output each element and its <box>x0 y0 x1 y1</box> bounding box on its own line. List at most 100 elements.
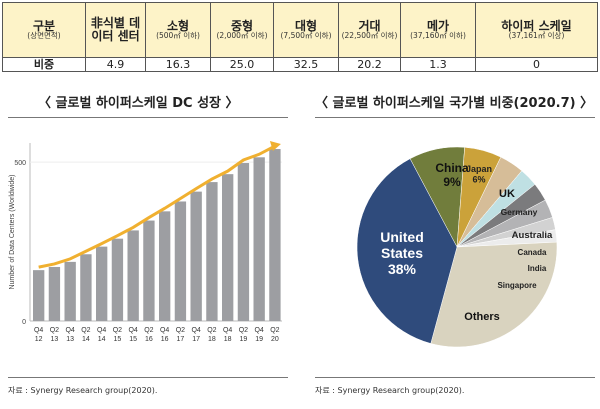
header-cell: 메가 (37,160㎡ 이하) <box>400 2 476 58</box>
slice-label: Germany <box>501 207 538 217</box>
header-sublabel: (37,161㎡ 이상) <box>508 31 565 41</box>
x-tick-label: 12 <box>35 336 43 343</box>
header-cell: 非식별 데이터 센터 <box>85 2 146 58</box>
header-label: 하이퍼 스케일 <box>501 18 572 33</box>
header-sublabel: (500㎡ 이하) <box>156 31 200 41</box>
x-tick-label: 17 <box>192 336 200 343</box>
x-tick-label: 18 <box>208 336 216 343</box>
header-label: 메가 <box>426 18 450 33</box>
x-tick-label: 15 <box>114 336 122 343</box>
x-tick-label: Q2 <box>270 327 279 334</box>
header-label: 소형 <box>166 18 190 33</box>
header-sublabel: (상면면적) <box>27 31 61 41</box>
x-tick-label: 15 <box>129 336 137 343</box>
bar <box>269 149 281 321</box>
header-label: 거대 <box>358 18 381 33</box>
slice-percent: 38% <box>388 261 417 277</box>
x-tick-label: Q2 <box>113 327 122 334</box>
value-cell: 25.0 <box>210 57 274 72</box>
bar <box>143 220 155 321</box>
hyperscale-growth-chart: 0 500 Number of Data Centers (Worldwide) Q4… <box>9 141 282 343</box>
data-center-size-table: 구분 (상면면적) 非식별 데이터 센터 소형 (500㎡ 이하) 중형 (2,000㎡ 이… <box>2 2 598 72</box>
bar <box>237 163 250 321</box>
slice-label: Singapore <box>497 281 537 290</box>
growth-chart-title: 〈 글로벌 하이퍼스케일 DC 성장 〉 <box>38 96 239 111</box>
pie-slice <box>430 241 558 348</box>
x-tick-label: Q2 <box>207 327 216 334</box>
slice-label: Japan <box>466 164 492 174</box>
x-tick-label: Q4 <box>254 327 263 334</box>
slice-label: United <box>380 229 424 245</box>
header-label: 구분 <box>32 18 56 33</box>
x-tick-label: 20 <box>271 336 279 343</box>
slice-label: India <box>528 264 547 273</box>
bar <box>111 238 124 321</box>
trend-arrow <box>38 144 276 269</box>
y-tick-label: 500 <box>14 160 26 167</box>
bar <box>127 230 139 321</box>
value-cell: 16.3 <box>145 57 211 72</box>
header-cell: 중형 (2,000㎡ 이하) <box>210 2 274 58</box>
x-tick-label: Q4 <box>160 327 169 334</box>
slice-percent: 9% <box>443 175 461 189</box>
header-label: 대형 <box>294 18 318 33</box>
x-tick-label: Q4 <box>128 327 137 334</box>
header-sublabel: (2,000㎡ 이하) <box>216 31 268 41</box>
header-cell: 거대 (22,500㎡ 이하) <box>338 2 401 58</box>
header-label: 非식별 데이터 센터 <box>90 16 141 43</box>
header-cell: 하이퍼 스케일 (37,161㎡ 이상) <box>475 2 598 58</box>
source-note: 자료 : Synergy Research group(2020). <box>8 386 158 395</box>
header-sublabel: (37,160㎡ 이하) <box>410 31 466 41</box>
x-tick-label: Q4 <box>97 327 106 334</box>
x-tick-label: Q2 <box>81 327 90 334</box>
slice-label: States <box>381 245 423 261</box>
source-note: 자료 : Synergy Research group(2020). <box>315 386 465 395</box>
x-tick-label: 14 <box>82 336 90 343</box>
x-tick-label: Q4 <box>34 327 43 334</box>
x-tick-label: Q2 <box>50 327 59 334</box>
header-label: 중형 <box>230 18 254 33</box>
slice-label: Canada <box>518 248 547 257</box>
x-tick-label: 13 <box>51 336 59 343</box>
country-share-title: 〈 글로벌 하이퍼스케일 국가별 비중(2020.7) 〉 <box>315 96 594 111</box>
divider <box>8 117 288 118</box>
x-tick-label: 18 <box>224 336 232 343</box>
divider <box>8 377 288 378</box>
value-cell: 0 <box>475 57 598 72</box>
header-sublabel: (7,500㎡ 이하) <box>280 31 332 41</box>
x-tick-label: 14 <box>98 336 106 343</box>
bar <box>159 211 171 321</box>
header-cell: 소형 (500㎡ 이하) <box>145 2 211 58</box>
bar <box>174 201 187 321</box>
value-cell: 32.5 <box>273 57 339 72</box>
value-cell: 4.9 <box>85 57 146 72</box>
x-tick-label: 19 <box>240 336 248 343</box>
slice-percent: 6% <box>472 174 485 184</box>
arrow-head-icon <box>269 141 281 152</box>
bar <box>48 266 61 321</box>
bar <box>33 270 45 321</box>
divider <box>315 117 595 118</box>
y-tick-label: 0 <box>22 319 26 326</box>
bar <box>64 261 76 321</box>
slice-label: UK <box>499 188 515 200</box>
x-tick-label: Q4 <box>65 327 74 334</box>
value-cell: 1.3 <box>400 57 476 72</box>
x-tick-label: Q2 <box>144 327 153 334</box>
header-cell: 구분 (상면면적) <box>2 2 86 58</box>
slice-label: Others <box>464 311 499 323</box>
header-sublabel: (22,500㎡ 이하) <box>341 31 398 41</box>
x-tick-label: Q2 <box>176 327 185 334</box>
pie-slice <box>356 158 458 344</box>
divider <box>315 377 595 378</box>
x-tick-label: 17 <box>177 336 185 343</box>
bar <box>206 182 218 321</box>
slice-label: Australia <box>512 230 553 241</box>
x-tick-label: Q4 <box>223 327 232 334</box>
bar <box>253 157 265 321</box>
x-tick-label: Q2 <box>239 327 248 334</box>
x-tick-label: 19 <box>255 336 263 343</box>
header-cell: 대형 (7,500㎡ 이하) <box>273 2 339 58</box>
bar <box>96 246 108 321</box>
